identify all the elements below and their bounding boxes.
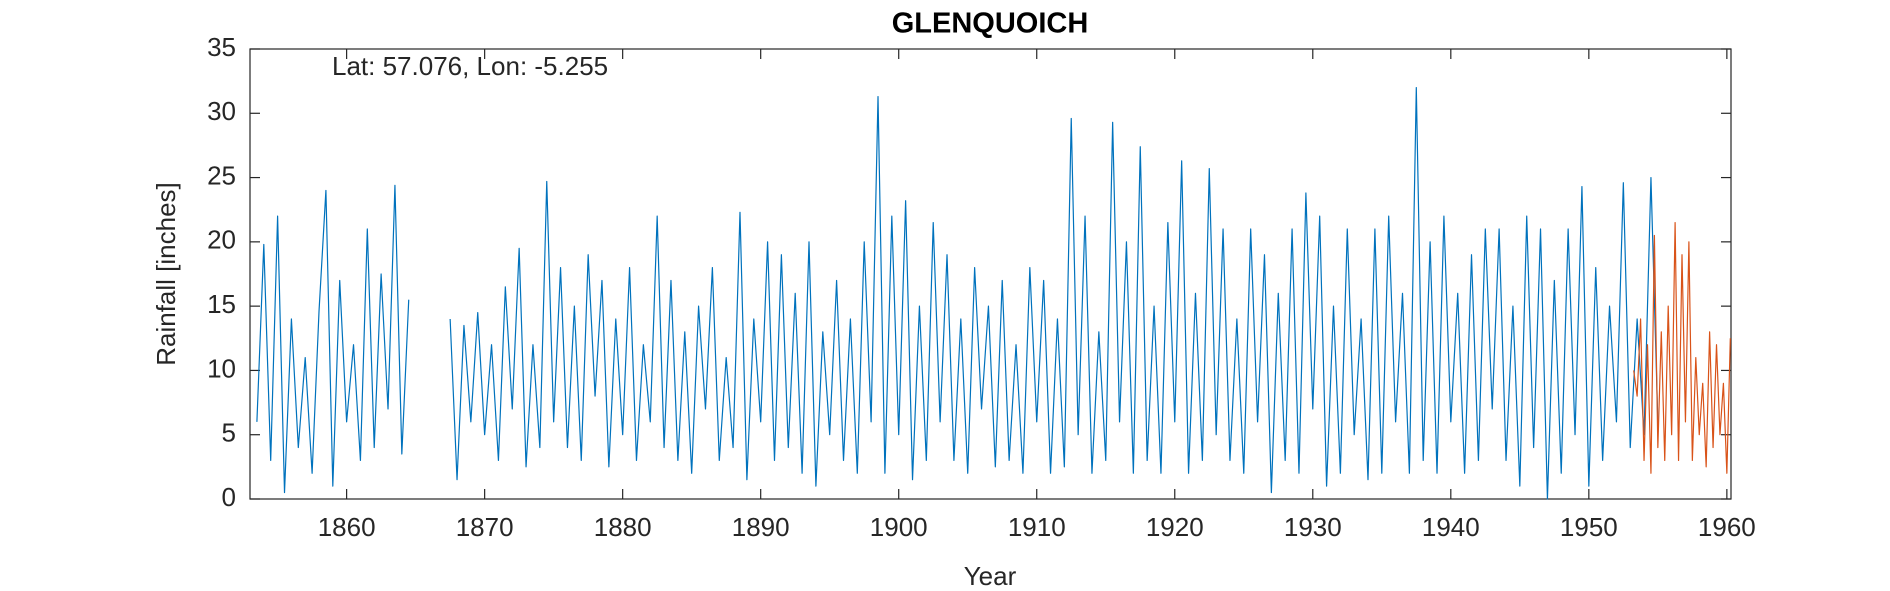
y-tick-label: 25 xyxy=(207,160,236,190)
x-tick-label: 1960 xyxy=(1698,512,1756,542)
x-tick-label: 1910 xyxy=(1008,512,1066,542)
x-tick-label: 1950 xyxy=(1560,512,1618,542)
x-tick-label: 1890 xyxy=(732,512,790,542)
y-tick-label: 15 xyxy=(207,289,236,319)
y-tick-label: 35 xyxy=(207,32,236,62)
x-tick-label: 1900 xyxy=(870,512,928,542)
y-tick-label: 30 xyxy=(207,96,236,126)
data-line xyxy=(256,86,1659,500)
chart-title: GLENQUOICH xyxy=(892,8,1089,40)
x-tick-label: 1860 xyxy=(318,512,376,542)
y-tick-label: 10 xyxy=(207,353,236,383)
axes-box xyxy=(249,48,1732,500)
x-tick-label: 1940 xyxy=(1422,512,1480,542)
annotation: Lat: 57.076, Lon: -5.255 xyxy=(332,51,608,81)
y-tick-label: 20 xyxy=(207,225,236,255)
x-tick-label: 1930 xyxy=(1284,512,1342,542)
x-tick-label: 1880 xyxy=(594,512,652,542)
x-tick-label: 1870 xyxy=(456,512,514,542)
data-line xyxy=(1633,221,1731,474)
x-axis-label: Year xyxy=(964,561,1017,591)
y-tick-label: 0 xyxy=(222,482,236,512)
x-tick-label: 1920 xyxy=(1146,512,1204,542)
y-axis-label: Rainfall [inches] xyxy=(151,182,181,366)
y-tick-label: 5 xyxy=(222,418,236,448)
